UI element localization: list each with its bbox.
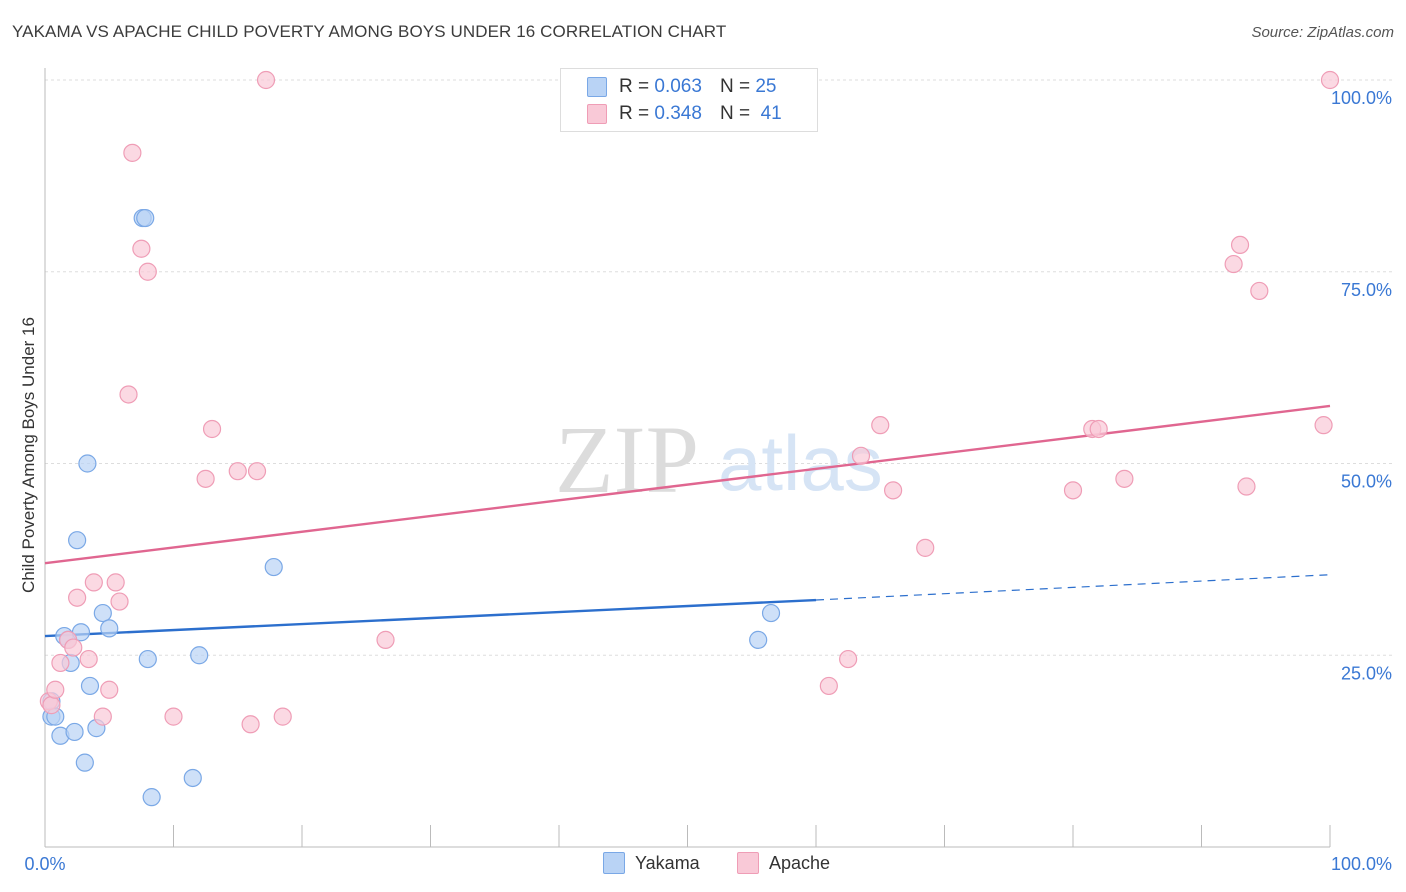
yakama-point — [93, 603, 112, 623]
series-legend-apache: Apache — [737, 852, 830, 874]
legend-row-apache: R = 0.348 N = 41 — [587, 102, 782, 126]
yakama-point — [68, 531, 87, 550]
apache-point — [1224, 254, 1243, 274]
apache-point — [1250, 281, 1269, 301]
apache-point — [202, 419, 222, 439]
yakama-swatch — [603, 852, 625, 874]
apache-swatch — [737, 852, 759, 874]
apache-point — [123, 143, 142, 162]
yakama-trend-line — [44, 598, 817, 638]
apache-point — [51, 653, 70, 673]
apache-point — [851, 446, 871, 465]
grid-lines — [45, 79, 1392, 656]
apache-point — [119, 385, 138, 404]
apache-point — [256, 70, 276, 90]
yakama-point — [75, 753, 94, 772]
apache-point — [241, 715, 260, 734]
tick-labels: 25.0% 50.0% 75.0% 100.0% 0.0% 100.0% — [24, 88, 1392, 874]
apache-point — [247, 462, 267, 481]
apache-point — [106, 573, 125, 592]
x-tick-label-max: 100.0% — [1331, 854, 1392, 874]
apache-point — [819, 676, 838, 696]
yakama-point — [65, 722, 84, 742]
apache-point — [79, 649, 98, 669]
apache-point — [46, 680, 65, 699]
yakama-point — [138, 649, 157, 669]
apache-point — [164, 707, 183, 726]
apache-point — [228, 462, 247, 481]
yakama-point — [761, 603, 781, 623]
series-legend-yakama: Yakama — [603, 852, 700, 874]
apache-point — [42, 696, 61, 715]
legend-n-label: N = — [719, 103, 751, 124]
legend-swatch-yakama — [587, 77, 607, 97]
y-axis-label: Child Poverty Among Boys Under 16 — [19, 317, 38, 593]
data-points — [39, 70, 1340, 807]
apache-point — [132, 239, 151, 258]
apache-point — [84, 573, 103, 592]
apache-point — [871, 416, 890, 435]
yakama-point — [78, 454, 97, 473]
apache-point — [138, 262, 157, 281]
yakama-point — [142, 788, 161, 807]
legend-r-value: 0.348 — [654, 103, 702, 124]
watermark-zip: ZIP — [555, 406, 699, 513]
yakama-point — [80, 676, 100, 696]
legend-swatch-apache — [587, 104, 607, 124]
apache-label: Apache — [769, 852, 831, 873]
yakama-point — [100, 619, 119, 638]
apache-point — [64, 638, 83, 657]
legend-n-value: 25 — [755, 76, 777, 97]
apache-point — [93, 707, 112, 726]
yakama-point — [136, 208, 155, 228]
apache-point — [1089, 419, 1108, 439]
yakama-point — [749, 630, 768, 650]
yakama-point — [190, 646, 209, 665]
apache-point — [839, 649, 858, 669]
chart-title: YAKAMA VS APACHE CHILD POVERTY AMONG BOY… — [12, 22, 727, 41]
legend-r-label: R = — [619, 103, 650, 124]
apache-trend-line — [44, 404, 1331, 565]
legend-row-yakama: R = 0.063 N = 25 — [587, 75, 776, 99]
watermark: ZIP atlas — [555, 406, 883, 513]
apache-point — [273, 707, 292, 726]
yakama-trend-extension — [815, 574, 1331, 601]
y-tick-label: 75.0% — [1341, 280, 1392, 300]
legend-r-value: 0.063 — [654, 76, 702, 97]
apache-point — [100, 680, 119, 699]
trend-lines — [44, 404, 1331, 638]
apache-point — [1230, 235, 1250, 255]
legend-n-label: N = — [719, 76, 751, 97]
y-tick-label: 50.0% — [1341, 472, 1392, 492]
source-label: Source: ZipAtlas.com — [1251, 24, 1394, 41]
apache-point — [1320, 70, 1340, 90]
apache-point — [196, 469, 215, 488]
apache-point — [1237, 477, 1256, 496]
y-tick-label: 25.0% — [1341, 663, 1392, 683]
apache-point — [1314, 416, 1333, 435]
y-tick-label: 100.0% — [1331, 88, 1392, 108]
x-tick-label-min: 0.0% — [24, 854, 65, 874]
correlation-legend: R = 0.063 N = 25 R = 0.348 N = 41 — [560, 68, 818, 132]
apache-point — [68, 588, 87, 607]
apache-point — [916, 538, 935, 557]
apache-point — [1115, 469, 1134, 488]
legend-n-value: 41 — [760, 103, 782, 124]
legend-r-label: R = — [619, 76, 650, 97]
apache-point — [376, 630, 395, 650]
yakama-label: Yakama — [635, 852, 700, 873]
yakama-point — [183, 768, 202, 788]
apache-point — [883, 481, 903, 500]
apache-point — [1063, 481, 1083, 500]
yakama-point — [264, 557, 283, 577]
apache-point — [110, 592, 129, 611]
